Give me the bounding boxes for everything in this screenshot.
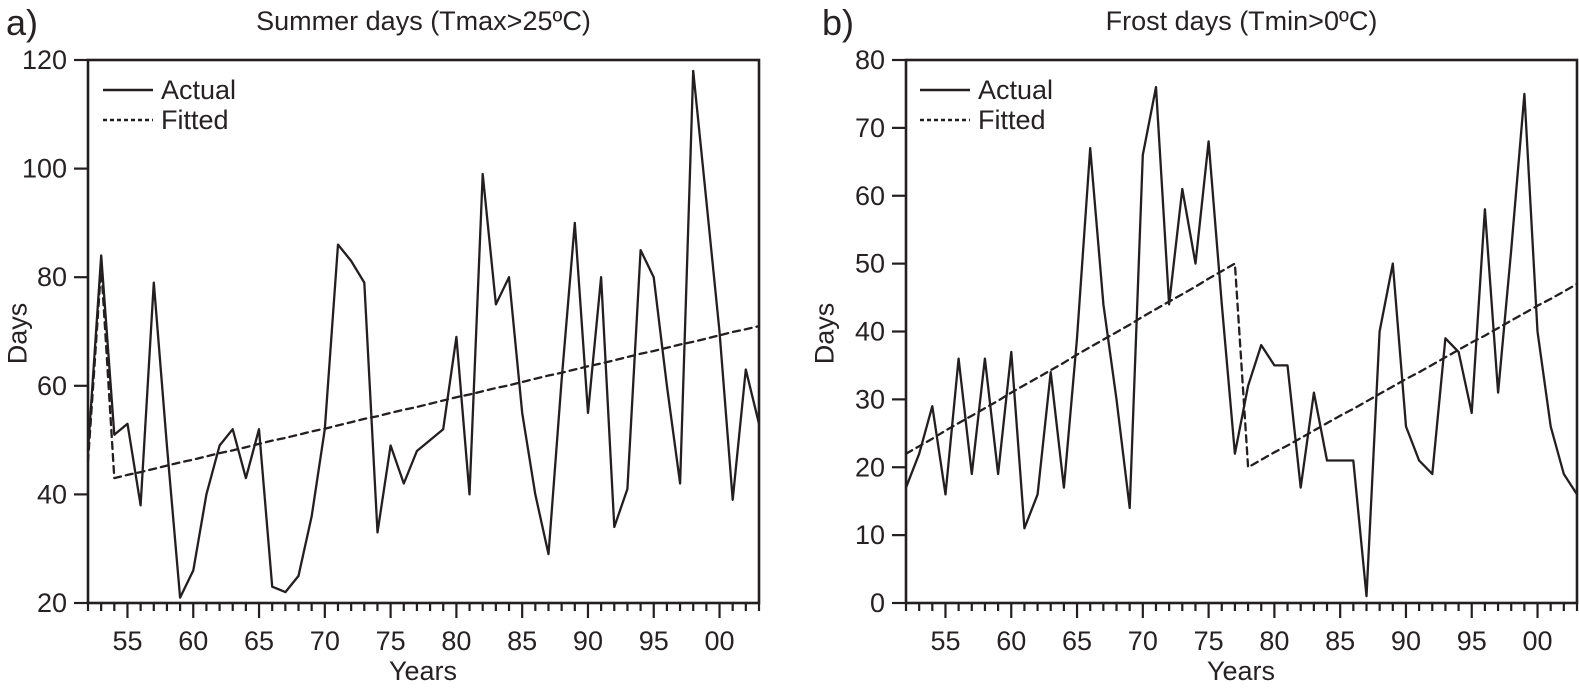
y-tick-label: 80 bbox=[855, 45, 885, 75]
y-tick-label: 100 bbox=[22, 154, 67, 184]
x-tick-label: 70 bbox=[1128, 626, 1158, 656]
x-tick-label: 75 bbox=[1194, 626, 1224, 656]
y-tick-label: 50 bbox=[855, 249, 885, 279]
panel-b-y-axis-label: Days bbox=[809, 302, 840, 365]
y-tick-label: 60 bbox=[37, 371, 67, 401]
actual-line bbox=[904, 85, 1579, 598]
panel-b-title: Frost days (Tmin>0ºC) bbox=[1105, 6, 1378, 36]
legend-label-actual: Actual bbox=[161, 75, 237, 105]
dashed-line-swatch-icon bbox=[920, 118, 970, 122]
x-tick-label: 85 bbox=[507, 626, 537, 656]
x-tick-label: 65 bbox=[1062, 626, 1092, 656]
legend-label-actual: Actual bbox=[978, 75, 1054, 105]
x-tick-label: 60 bbox=[178, 626, 208, 656]
panel-b-legend: Actual Fitted bbox=[919, 75, 1054, 135]
panel-a-title: Summer days (Tmax>25ºC) bbox=[256, 6, 591, 36]
x-tick-label: 90 bbox=[573, 626, 603, 656]
panel-a-x-axis-label: Years bbox=[388, 656, 458, 686]
x-tick-label: 90 bbox=[1391, 626, 1421, 656]
y-axis-ticks: 20 40 60 80 100 120 bbox=[22, 45, 88, 618]
y-tick-label: 120 bbox=[22, 45, 67, 75]
y-tick-label: 20 bbox=[37, 588, 67, 618]
legend-item-actual: Actual bbox=[102, 75, 237, 105]
legend-label-fitted: Fitted bbox=[978, 105, 1046, 135]
fitted-line bbox=[86, 265, 761, 480]
x-tick-label: 80 bbox=[441, 626, 471, 656]
x-tick-label: 00 bbox=[705, 626, 735, 656]
y-tick-label: 20 bbox=[855, 452, 885, 482]
x-tick-label: 80 bbox=[1259, 626, 1289, 656]
x-tick-label: 60 bbox=[996, 626, 1026, 656]
x-tick-label: 00 bbox=[1523, 626, 1553, 656]
solid-line-swatch-icon bbox=[103, 88, 153, 92]
y-tick-label: 40 bbox=[37, 479, 67, 509]
panel-b-plot: 0 10 20 30 40 50 60 70 80 55 60 65 70 75 80 85 90 95 00 bbox=[855, 45, 1579, 656]
y-tick-label: 60 bbox=[855, 181, 885, 211]
x-axis-ticks: 55 60 65 70 75 80 85 90 95 00 bbox=[86, 603, 761, 656]
x-tick-label: 70 bbox=[310, 626, 340, 656]
y-axis-ticks: 0 10 20 30 40 50 60 70 80 bbox=[855, 45, 906, 618]
plot-box bbox=[86, 58, 761, 605]
legend-label-fitted: Fitted bbox=[161, 105, 229, 135]
y-tick-label: 0 bbox=[870, 588, 885, 618]
y-tick-label: 30 bbox=[855, 384, 885, 414]
legend-item-fitted: Fitted bbox=[919, 105, 1053, 135]
legend-item-actual: Actual bbox=[919, 75, 1054, 105]
x-axis-ticks: 55 60 65 70 75 80 85 90 95 00 bbox=[904, 603, 1579, 656]
legend-item-fitted: Fitted bbox=[102, 105, 236, 135]
x-tick-label: 95 bbox=[1457, 626, 1487, 656]
panel-a-plot: 20 40 60 80 100 120 55 60 65 70 75 80 85 90 95 00 bbox=[22, 45, 761, 656]
fitted-line bbox=[904, 262, 1579, 469]
actual-line bbox=[86, 69, 761, 599]
solid-line-swatch-icon bbox=[920, 88, 970, 92]
y-tick-label: 70 bbox=[855, 113, 885, 143]
panel-b-letter: b) bbox=[822, 2, 855, 43]
y-tick-label: 80 bbox=[37, 262, 67, 292]
x-tick-label: 55 bbox=[930, 626, 960, 656]
dashed-line-swatch-icon bbox=[103, 118, 153, 122]
x-tick-label: 95 bbox=[639, 626, 669, 656]
panel-a-letter: a) bbox=[6, 2, 39, 43]
y-tick-label: 40 bbox=[855, 317, 885, 347]
panel-b-x-axis-label: Years bbox=[1206, 656, 1276, 686]
panel-a-legend: Actual Fitted bbox=[102, 75, 237, 135]
x-tick-label: 85 bbox=[1325, 626, 1355, 656]
y-tick-label: 10 bbox=[855, 520, 885, 550]
x-tick-label: 75 bbox=[376, 626, 406, 656]
x-tick-label: 65 bbox=[244, 626, 274, 656]
panel-a-y-axis-label: Days bbox=[2, 302, 33, 365]
x-tick-label: 55 bbox=[112, 626, 142, 656]
